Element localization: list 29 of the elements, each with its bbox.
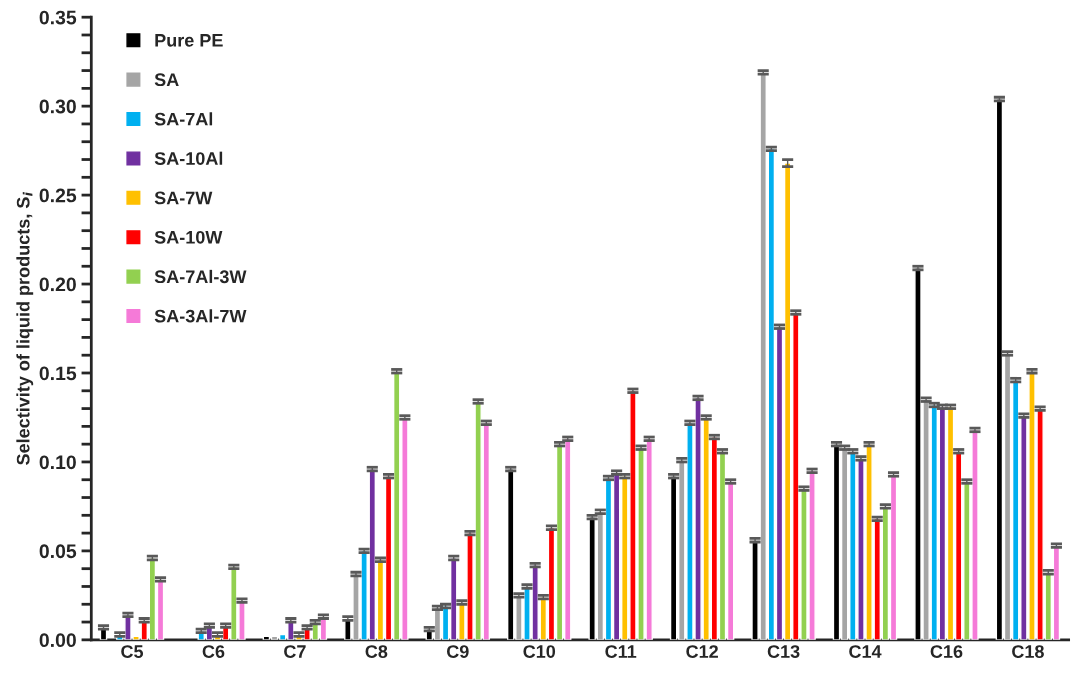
y-tick-label: 0.10 xyxy=(39,455,76,470)
x-tick-label: C6 xyxy=(202,645,225,658)
legend-label: SA-3Al-7W xyxy=(154,309,247,323)
y-axis-title: Selectivity of liquid products, S$_{i}$ xyxy=(16,191,34,465)
legend-label: SA-10Al xyxy=(154,151,223,165)
x-tick-label: C11 xyxy=(605,645,637,658)
y-tick-label: 0.25 xyxy=(39,188,77,203)
legend-label: SA xyxy=(154,73,179,87)
legend-label: SA-7Al xyxy=(154,112,213,126)
x-tick-label: C5 xyxy=(121,645,144,658)
legend-label: Pure PE xyxy=(155,34,223,47)
y-tick-label: 0.15 xyxy=(39,366,77,381)
y-tick-label: 0.30 xyxy=(39,99,76,114)
legend-label: SA-7W xyxy=(154,191,213,205)
x-tick-label: C18 xyxy=(1012,645,1044,658)
x-tick-label: C8 xyxy=(365,645,388,658)
x-tick-label: C12 xyxy=(686,645,718,658)
legend-label: SA-7Al-3W xyxy=(154,269,247,284)
x-tick-label: C13 xyxy=(767,645,800,658)
x-tick-label: C10 xyxy=(523,645,556,658)
x-tick-label: C7 xyxy=(284,645,306,658)
y-tick-label: 0.00 xyxy=(39,633,76,648)
legend-label: SA-10W xyxy=(154,230,223,244)
y-tick-label: 0.20 xyxy=(39,277,76,292)
x-tick-label: C16 xyxy=(930,645,963,658)
y-tick-label: 0.05 xyxy=(39,544,77,559)
y-tick-label: 0.35 xyxy=(39,10,77,25)
x-tick-label: C14 xyxy=(849,645,882,658)
x-tick-label: C9 xyxy=(446,645,469,658)
